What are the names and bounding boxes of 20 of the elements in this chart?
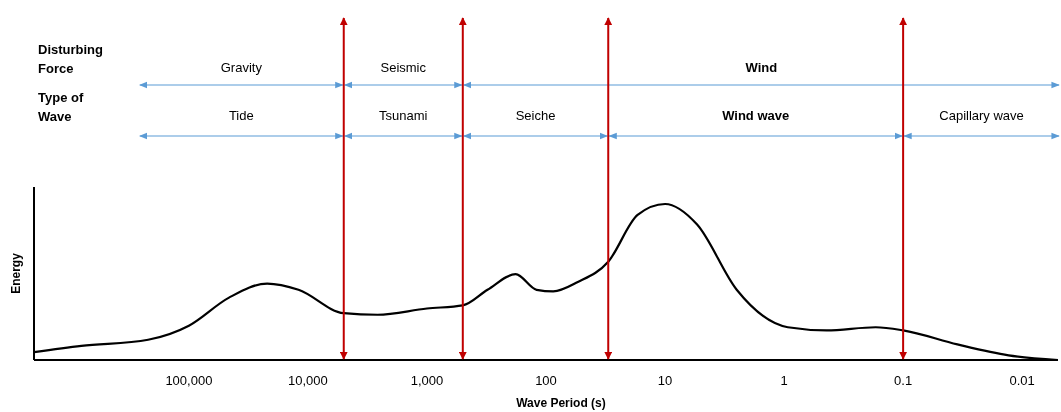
x-tick-label: 100 bbox=[535, 373, 557, 388]
text: Tsunami bbox=[379, 108, 428, 123]
text: Seismic bbox=[380, 60, 427, 75]
x-tick-label: 1,000 bbox=[410, 373, 444, 388]
x-tick-label: 1 bbox=[780, 373, 788, 388]
x-tick-label: 0.01 bbox=[1009, 373, 1035, 388]
text: Capillary wave bbox=[939, 108, 1024, 123]
text: Disturbing Force bbox=[38, 42, 104, 76]
text: Gravity bbox=[220, 60, 263, 75]
x-tick-label: 10 bbox=[657, 373, 673, 388]
text: Seiche bbox=[515, 108, 556, 123]
x-tick-label: 100,000 bbox=[165, 373, 213, 388]
y-axis-title: Energy bbox=[9, 252, 23, 294]
x-tick-label: 10,000 bbox=[288, 373, 328, 388]
text: Wind bbox=[745, 60, 778, 75]
text: Wind wave bbox=[722, 108, 790, 123]
text: Type of Wave bbox=[38, 90, 84, 124]
x-tick-label: 0.1 bbox=[894, 373, 913, 388]
text: Tide bbox=[228, 108, 254, 123]
x-axis-title: Wave Period (s) bbox=[516, 396, 606, 410]
